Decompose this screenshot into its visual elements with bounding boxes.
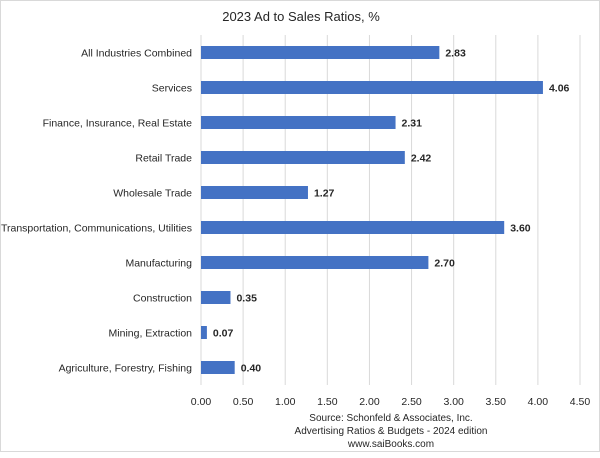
x-tick-label: 2.00 [359,396,380,408]
category-label: Agriculture, Forestry, Fishing [59,363,193,375]
category-label: Mining, Extraction [109,328,193,340]
category-label: Finance, Insurance, Real Estate [43,118,193,130]
bar [201,221,505,234]
category-label: Wholesale Trade [113,188,192,200]
bar [201,46,440,59]
data-label: 2.31 [402,118,423,130]
source-line-2: Advertising Ratios & Budgets - 2024 edit… [295,426,488,437]
label-layer: All Industries Combined 2.83 Services 4.06 F… [1,48,570,375]
category-label: Services [152,83,192,95]
tick-layer: 0.00 0.50 1.00 1.50 2.00 2.50 3.00 3.50 4.00 4.50 [191,396,591,408]
x-tick-label: 4.00 [528,396,549,408]
data-label: 2.83 [445,48,466,60]
category-label: Retail Trade [135,153,192,165]
x-tick-label: 1.00 [275,396,296,408]
x-tick-label: 4.50 [570,396,591,408]
bar [201,81,543,94]
bar [201,256,429,269]
data-label: 3.60 [510,223,531,235]
data-label: 2.42 [411,153,432,165]
chart-title: 2023 Ad to Sales Ratios, % [222,9,380,24]
source-line-3: www.saiBooks.com [347,439,434,450]
data-label: 4.06 [549,83,570,95]
category-label: Transportation, Communications, Utilitie… [1,223,192,235]
data-label: 0.35 [236,293,257,305]
category-label: All Industries Combined [81,48,192,60]
bar [201,291,231,304]
category-label: Manufacturing [125,258,192,270]
bar [201,151,405,164]
bar [201,361,235,374]
x-tick-label: 1.50 [317,396,338,408]
x-tick-label: 2.50 [401,396,422,408]
bar [201,326,207,339]
data-label: 0.40 [241,363,262,375]
x-tick-label: 3.50 [486,396,507,408]
bar [201,116,396,129]
x-tick-label: 0.50 [233,396,254,408]
data-label: 2.70 [434,258,455,270]
x-tick-label: 3.00 [443,396,464,408]
bar [201,186,308,199]
data-label: 1.27 [314,188,335,200]
bar-layer [201,46,543,374]
category-label: Construction [133,293,192,305]
x-tick-label: 0.00 [191,396,212,408]
source-line-1: Source: Schonfeld & Associates, Inc. [309,413,472,424]
data-label: 0.07 [213,328,234,340]
